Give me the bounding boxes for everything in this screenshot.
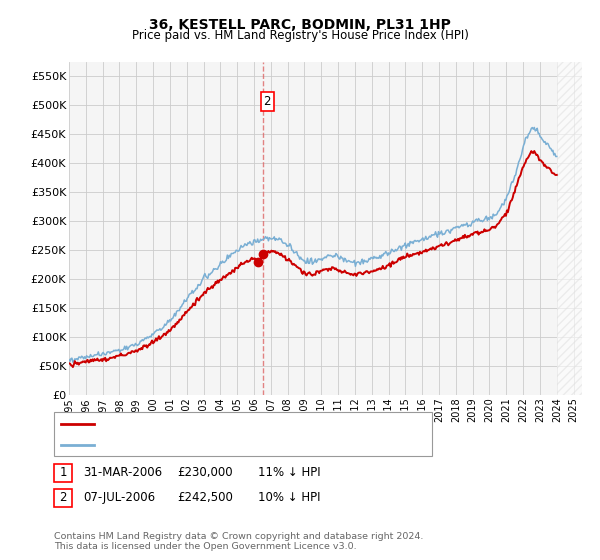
Text: HPI: Average price, detached house, Cornwall: HPI: Average price, detached house, Corn… bbox=[101, 440, 351, 450]
Text: Contains HM Land Registry data © Crown copyright and database right 2024.
This d: Contains HM Land Registry data © Crown c… bbox=[54, 532, 424, 552]
Text: 31-MAR-2006: 31-MAR-2006 bbox=[83, 466, 162, 479]
Text: £230,000: £230,000 bbox=[177, 466, 233, 479]
Text: 2: 2 bbox=[263, 95, 271, 108]
Text: 1: 1 bbox=[59, 466, 67, 479]
Text: 36, KESTELL PARC, BODMIN, PL31 1HP: 36, KESTELL PARC, BODMIN, PL31 1HP bbox=[149, 18, 451, 32]
Text: £242,500: £242,500 bbox=[177, 491, 233, 505]
Text: 07-JUL-2006: 07-JUL-2006 bbox=[83, 491, 155, 505]
Text: 11% ↓ HPI: 11% ↓ HPI bbox=[258, 466, 320, 479]
Text: Price paid vs. HM Land Registry's House Price Index (HPI): Price paid vs. HM Land Registry's House … bbox=[131, 29, 469, 42]
Text: 2: 2 bbox=[59, 491, 67, 505]
Text: 10% ↓ HPI: 10% ↓ HPI bbox=[258, 491, 320, 505]
Text: 36, KESTELL PARC, BODMIN, PL31 1HP (detached house): 36, KESTELL PARC, BODMIN, PL31 1HP (deta… bbox=[101, 419, 411, 429]
